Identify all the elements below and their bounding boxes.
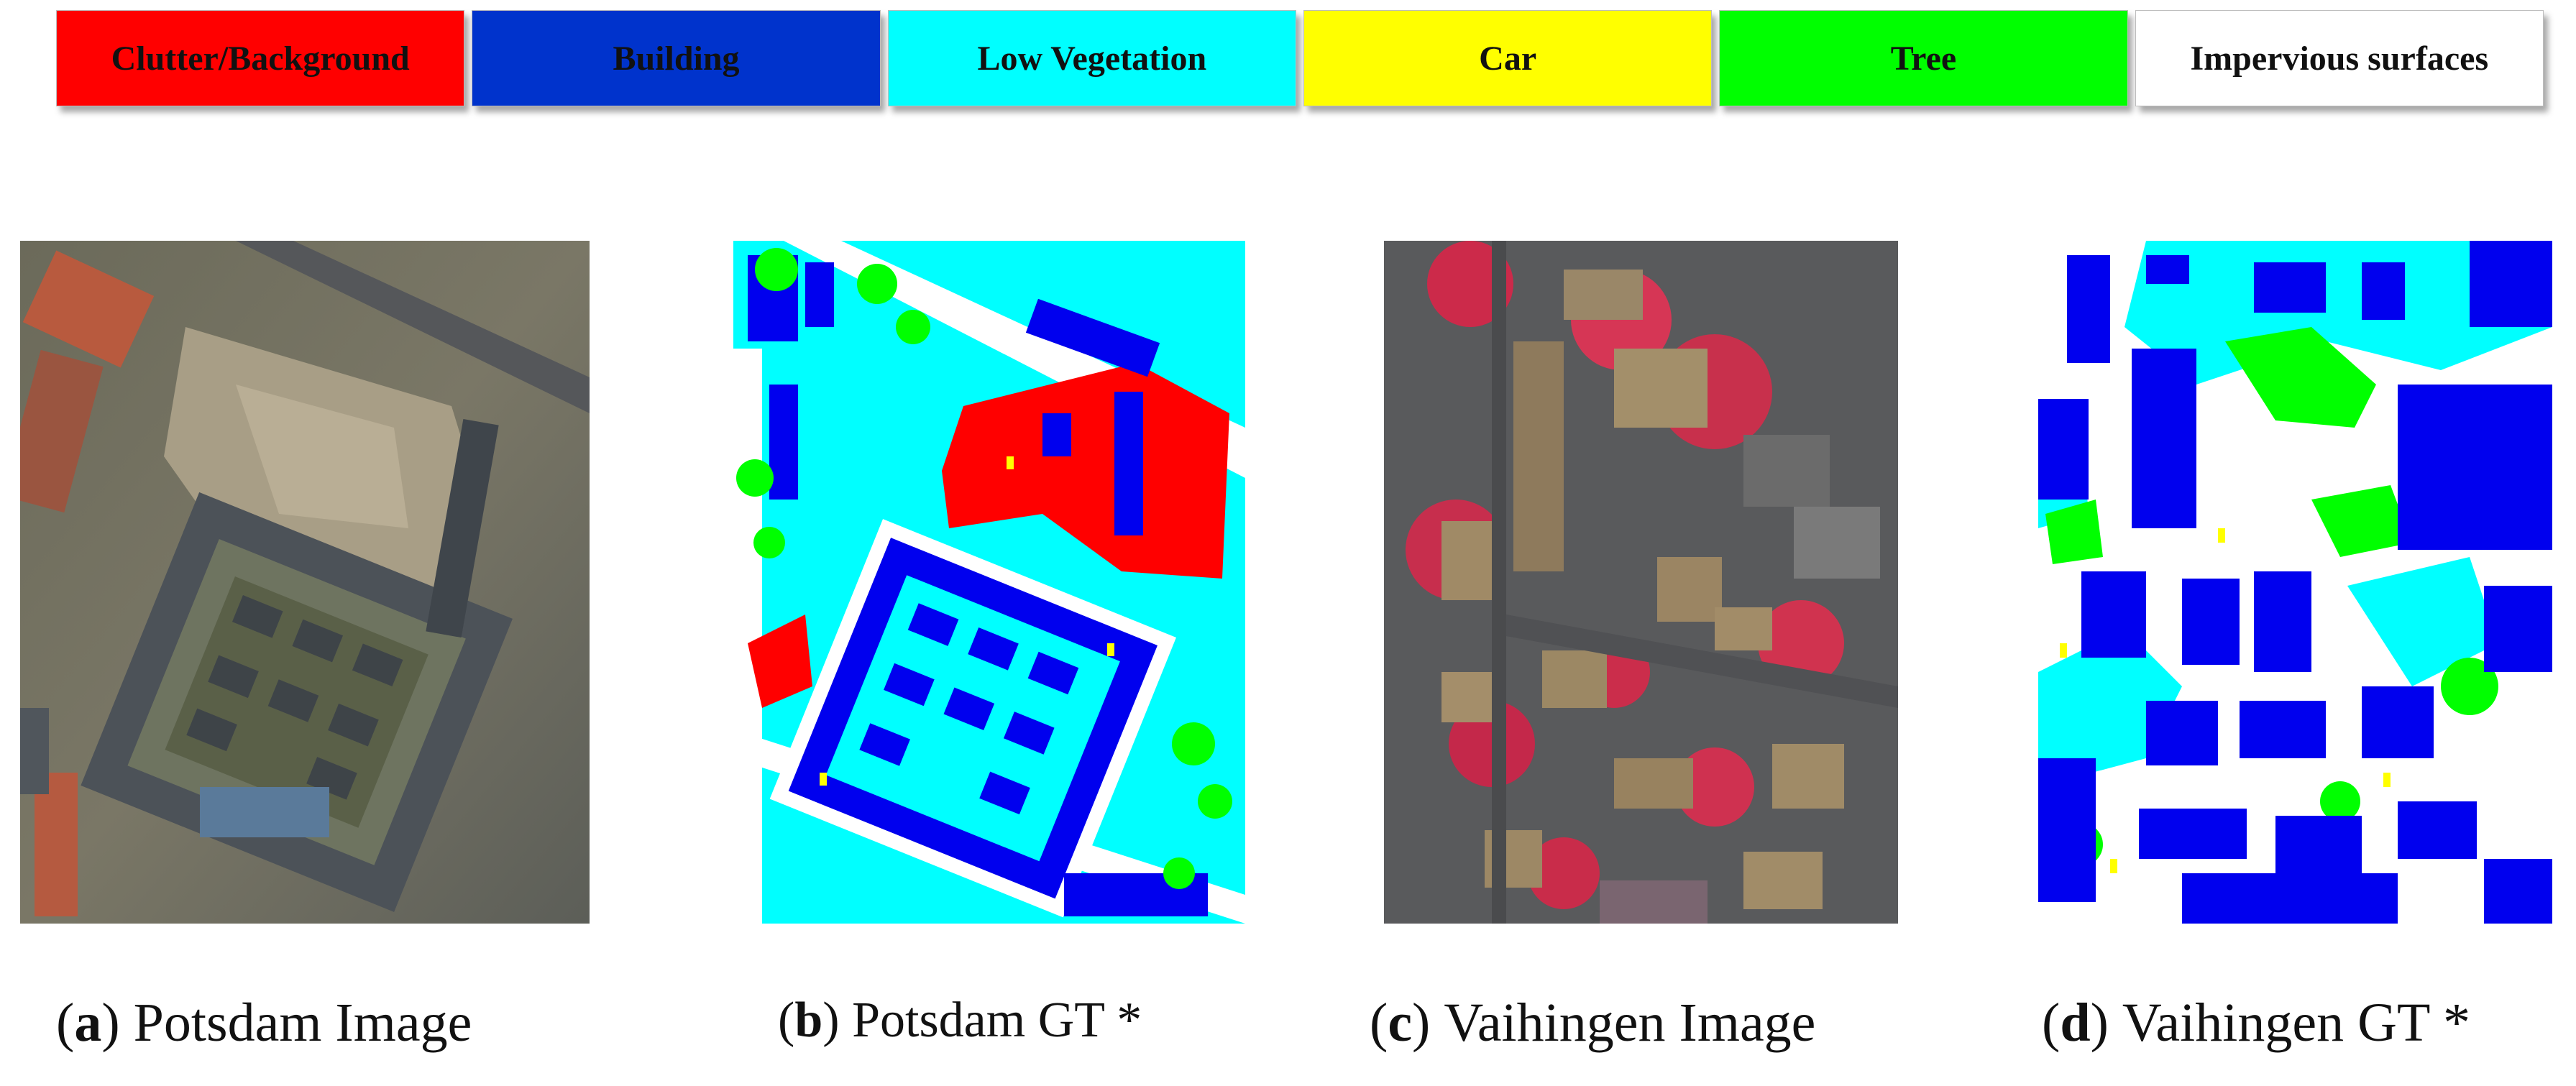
potsdam-image (20, 241, 590, 924)
legend-tree: Tree (1719, 10, 2128, 106)
legend-car: Car (1303, 10, 1713, 106)
caption-potsdam-image: (a) Potsdam Image (56, 993, 472, 1053)
caption-letter: b (794, 993, 823, 1048)
vaihingen-image (1384, 241, 1898, 924)
legend-impervious-surfaces: Impervious surfaces (2135, 10, 2544, 106)
legend-building: Building (472, 10, 881, 106)
caption-letter: a (74, 993, 102, 1053)
class-legend: Clutter/Background Building Low Vegetati… (56, 10, 2544, 111)
potsdam-ground-truth (733, 241, 1245, 924)
legend-label: Low Vegetation (977, 39, 1207, 78)
caption-text: Potsdam GT * (852, 993, 1142, 1048)
vaihingen-ground-truth (2038, 241, 2552, 924)
caption-text: Vaihingen Image (1444, 993, 1816, 1053)
legend-label: Building (613, 39, 740, 78)
caption-vaihingen-gt: (d) Vaihingen GT * (2042, 993, 2470, 1053)
caption-letter: c (1388, 993, 1413, 1053)
legend-label: Tree (1890, 39, 1957, 78)
legend-low-vegetation: Low Vegetation (887, 10, 1296, 106)
legend-label: Car (1479, 39, 1537, 78)
caption-letter: d (2060, 993, 2091, 1053)
caption-text: Potsdam Image (133, 993, 472, 1053)
legend-clutter-background: Clutter/Background (56, 10, 465, 106)
caption-vaihingen-image: (c) Vaihingen Image (1370, 993, 1816, 1053)
legend-label: Impervious surfaces (2190, 39, 2489, 78)
caption-potsdam-gt: (b) Potsdam GT * (778, 993, 1142, 1048)
legend-label: Clutter/Background (111, 39, 410, 78)
caption-text: Vaihingen GT * (2122, 993, 2470, 1053)
